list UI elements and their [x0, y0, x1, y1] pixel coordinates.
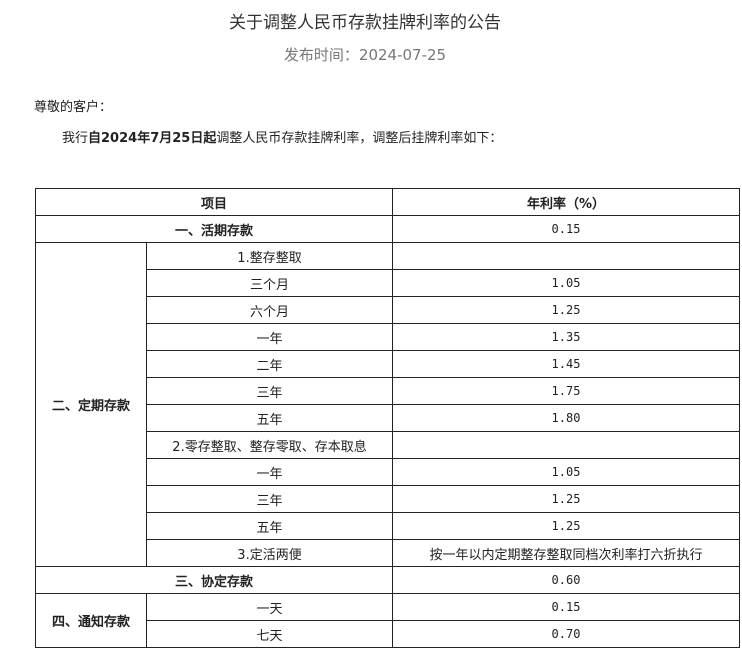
- table-row: 六个月 1.25: [36, 296, 740, 324]
- table-row: 五年 1.25: [36, 512, 740, 540]
- fixed-label: 二、定期存款: [35, 242, 147, 567]
- item-cell: 六个月: [146, 296, 393, 324]
- table-row: 二年 1.45: [36, 350, 740, 378]
- demand-rate: 0.15: [392, 215, 740, 243]
- intro-date: 自2024年7月25日起: [88, 131, 217, 146]
- demand-label: 一、活期存款: [35, 215, 393, 243]
- intro-paragraph: 我行自2024年7月25日起调整人民币存款挂牌利率，调整后挂牌利率如下：: [62, 127, 502, 146]
- rate-cell: 1.75: [392, 377, 740, 405]
- table-row: 二、定期存款 1.整存整取: [35, 242, 740, 567]
- item-cell: 三个月: [146, 269, 393, 297]
- rate-cell: 按一年以内定期整存整取同档次利率打六折执行: [392, 539, 740, 567]
- item-cell: 3.定活两便: [146, 539, 393, 567]
- table-header-row: 项目 年利率（%）: [35, 188, 740, 216]
- table-row: 一年 1.05: [36, 458, 740, 486]
- rate-cell: 1.25: [392, 512, 740, 540]
- table-row: 五年 1.80: [36, 404, 740, 432]
- rate-table: 项目 年利率（%） 一、活期存款 0.15 二、定期存款 1.整存整取 三个月 1.0…: [35, 188, 740, 648]
- item-cell: 一年: [146, 323, 393, 351]
- item-cell: 七天: [146, 620, 393, 648]
- item-cell: 2.零存整取、整存零取、存本取息: [146, 431, 393, 459]
- rate-cell: 0.70: [392, 620, 740, 648]
- item-cell: 1.整存整取: [146, 242, 393, 270]
- greeting: 尊敬的客户：: [34, 100, 113, 115]
- rate-cell: 1.35: [392, 323, 740, 351]
- table-row: 三个月 1.05: [36, 269, 740, 297]
- rate-cell: 1.25: [392, 485, 740, 513]
- intro-post: 调整人民币存款挂牌利率，调整后挂牌利率如下：: [216, 131, 503, 146]
- rate-cell: 1.80: [392, 404, 740, 432]
- table-row: 一、活期存款 0.15: [35, 215, 740, 243]
- item-cell: 一天: [146, 593, 393, 621]
- item-cell: 三年: [146, 485, 393, 513]
- page-title: 关于调整人民币存款挂牌利率的公告: [229, 13, 501, 33]
- item-cell: 二年: [146, 350, 393, 378]
- item-cell: 一年: [146, 458, 393, 486]
- rate-cell: [392, 431, 740, 459]
- rate-cell: 1.45: [392, 350, 740, 378]
- rate-cell: 0.15: [392, 593, 740, 621]
- table-row: 2.零存整取、整存零取、存本取息: [36, 431, 740, 459]
- rate-cell: 1.25: [392, 296, 740, 324]
- publish-date: 发布时间：2024-07-25: [283, 46, 447, 64]
- rate-cell: 1.05: [392, 458, 740, 486]
- table-row: 七天 0.70: [36, 620, 740, 648]
- rate-cell: 1.05: [392, 269, 740, 297]
- rate-cell: [392, 242, 740, 270]
- table-row: 三年 1.75: [36, 377, 740, 405]
- agreement-rate: 0.60: [392, 566, 740, 594]
- table-row: 三、协定存款 0.60: [35, 566, 740, 594]
- item-cell: 五年: [146, 512, 393, 540]
- item-cell: 五年: [146, 404, 393, 432]
- header-rate: 年利率（%）: [392, 188, 740, 216]
- item-cell: 三年: [146, 377, 393, 405]
- notice-label: 四、通知存款: [35, 593, 147, 648]
- table-row: 三年 1.25: [36, 485, 740, 513]
- header-item: 项目: [35, 188, 393, 216]
- table-row: 一年 1.35: [36, 323, 740, 351]
- intro-pre: 我行: [62, 131, 89, 146]
- agreement-label: 三、协定存款: [35, 566, 393, 594]
- table-row: 四、通知存款 一天 0.15: [35, 593, 740, 648]
